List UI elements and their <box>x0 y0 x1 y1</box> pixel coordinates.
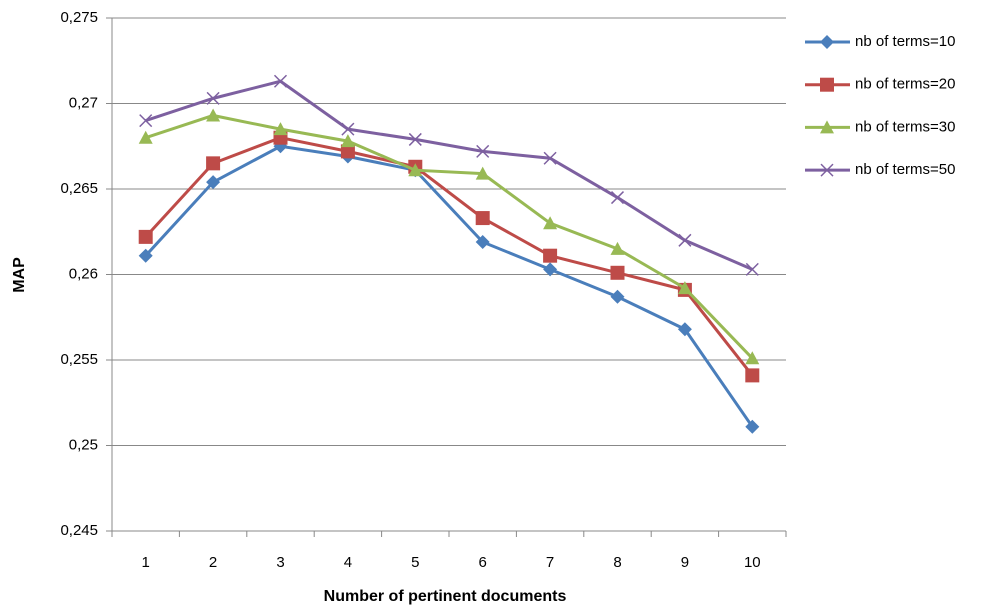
marker <box>341 122 355 136</box>
x-tick-label: 9 <box>681 554 689 571</box>
marker <box>745 262 759 276</box>
x-axis-title: Number of pertinent documents <box>324 588 567 605</box>
marker <box>408 132 422 146</box>
marker <box>745 419 760 434</box>
y-tick-label: 0,26 <box>69 265 98 282</box>
marker <box>138 229 153 244</box>
marker <box>273 74 288 88</box>
x-tick-label: 10 <box>744 554 761 571</box>
marker <box>340 134 355 148</box>
marker <box>543 216 558 230</box>
marker <box>610 289 625 304</box>
marker <box>206 91 220 105</box>
y-tick-label: 0,25 <box>69 436 98 453</box>
marker <box>820 163 834 177</box>
series-line <box>144 144 754 428</box>
marker <box>340 144 355 159</box>
marker <box>273 122 288 136</box>
y-tick-label: 0,275 <box>60 9 98 26</box>
marker <box>138 248 153 263</box>
x-tick-label: 5 <box>411 554 419 571</box>
marker <box>543 262 558 277</box>
marker <box>677 281 692 295</box>
x-tick-label: 4 <box>344 554 352 571</box>
marker <box>475 211 490 226</box>
marker <box>820 120 834 134</box>
marker <box>820 35 834 49</box>
x-tick-label: 7 <box>546 554 554 571</box>
marker <box>745 368 760 383</box>
y-tick-label: 0,27 <box>69 94 98 111</box>
x-tick-label: 8 <box>613 554 621 571</box>
marker <box>206 175 221 190</box>
x-tick-label: 3 <box>276 554 284 571</box>
marker <box>475 166 490 180</box>
x-tick-label: 1 <box>142 554 150 571</box>
x-tick-label: 2 <box>209 554 217 571</box>
legend-label: nb of terms=10 <box>855 33 955 50</box>
series-line <box>145 113 754 360</box>
y-axis-title: MAP <box>11 257 28 293</box>
marker <box>745 351 760 365</box>
marker <box>678 233 692 247</box>
legend-label: nb of terms=50 <box>855 161 955 178</box>
marker <box>476 144 490 158</box>
marker <box>206 156 221 171</box>
series-line <box>144 136 754 377</box>
legend-label: nb of terms=20 <box>855 76 955 93</box>
y-tick-label: 0,245 <box>60 522 98 539</box>
series-line <box>145 79 753 271</box>
marker <box>610 191 625 205</box>
marker <box>475 235 490 250</box>
marker <box>820 77 834 92</box>
marker <box>610 265 625 280</box>
x-tick-label: 6 <box>479 554 487 571</box>
legend-label: nb of terms=30 <box>855 118 955 135</box>
marker <box>408 163 423 177</box>
marker <box>677 322 692 337</box>
marker <box>138 130 153 144</box>
y-tick-label: 0,265 <box>60 180 98 197</box>
marker <box>139 114 153 128</box>
y-tick-label: 0,255 <box>60 351 98 368</box>
marker <box>206 108 221 122</box>
marker <box>543 248 558 263</box>
marker <box>610 241 625 255</box>
marker <box>543 151 557 165</box>
